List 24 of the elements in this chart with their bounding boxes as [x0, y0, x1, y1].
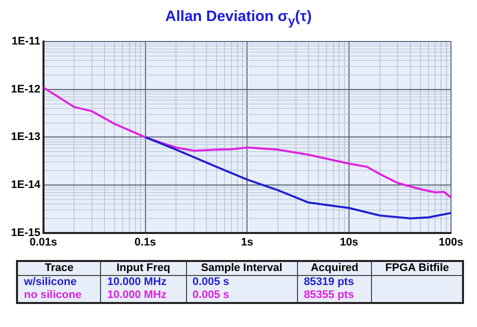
x-tick-label: 10s: [340, 236, 358, 248]
y-tick-label: 1E-12: [10, 83, 40, 96]
text: Input Freq: [100, 261, 186, 276]
text: w/silicone: [24, 276, 78, 289]
text: 85355 pts: [304, 289, 355, 302]
text: Acquired: [297, 261, 372, 276]
text: 10.000 MHz: [107, 276, 168, 289]
x-tick-label: 1s: [241, 236, 254, 248]
text: 85319 pts: [304, 276, 355, 289]
text: 0.005 s: [192, 276, 230, 289]
y-tick-label: 1E-15: [10, 226, 40, 239]
chart-title: Allan Deviation σ$_{y}$(τ): [164, 8, 313, 30]
text: Sample Interval: [186, 261, 298, 276]
text: Trace: [17, 261, 101, 276]
x-tick-label: 0.01s: [30, 236, 58, 248]
x-tick-label: 0.1s: [134, 236, 156, 248]
y-tick-label: 1E-11: [12, 36, 40, 48]
y-tick-label: 1E-13: [10, 131, 40, 144]
text: 10.000 MHz: [107, 289, 168, 302]
text: FPGA Bitfile: [372, 261, 463, 276]
text: 0.005 s: [192, 289, 230, 302]
text: no silicone: [24, 289, 82, 302]
y-tick-label: 1E-14: [10, 179, 42, 192]
x-tick-label: 100s: [438, 236, 464, 248]
